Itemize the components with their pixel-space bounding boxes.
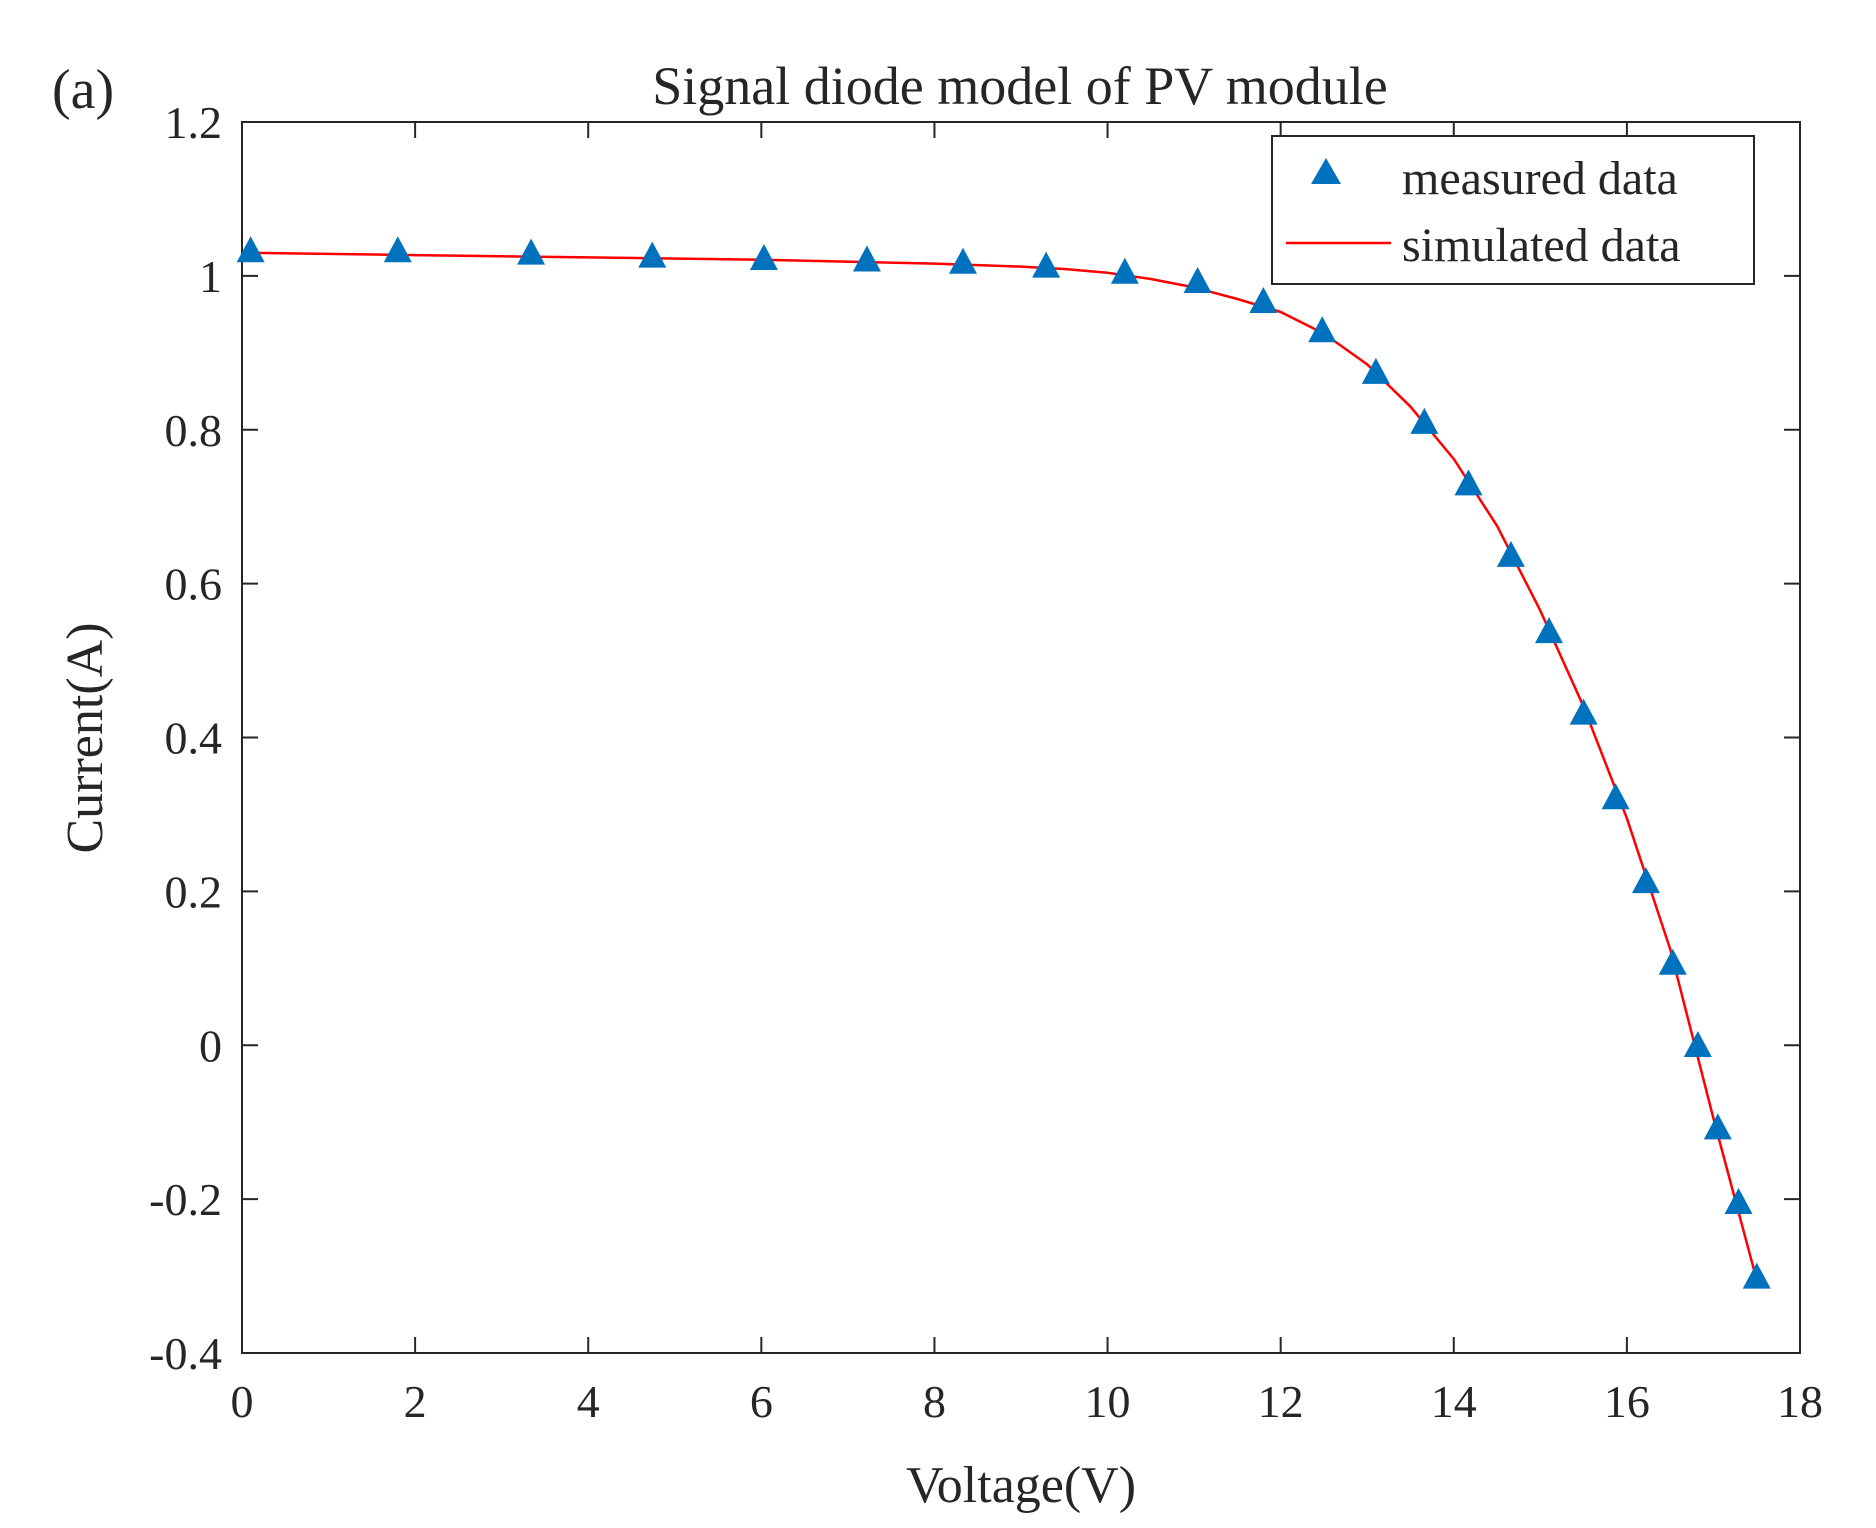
measured-data-point — [517, 238, 546, 265]
measured-data-point — [1658, 948, 1687, 975]
measured-data-point — [1496, 540, 1525, 567]
measured-data-point — [638, 241, 667, 268]
x-tick-label: 12 — [1258, 1376, 1304, 1427]
x-tick-label: 16 — [1604, 1376, 1650, 1427]
measured-data-point — [1361, 357, 1390, 384]
measured-data-point — [1601, 783, 1630, 810]
simulated-data-series — [250, 251, 1758, 1281]
chart-title: Signal diode model of PV module — [652, 56, 1387, 116]
measured-data-point — [1569, 698, 1598, 725]
y-axis-label: Current(A) — [57, 622, 114, 853]
x-axis-ticks: 0 2 4 6 8 10 12 14 16 18 — [231, 122, 1823, 1427]
y-tick-label: -0.4 — [149, 1328, 222, 1379]
measured-data-point — [1742, 1262, 1771, 1289]
measured-data-point — [1249, 287, 1278, 314]
x-axis-label: Voltage(V) — [906, 1457, 1136, 1514]
y-tick-label: 1 — [199, 251, 222, 302]
measured-data-point — [1454, 469, 1483, 496]
legend-box — [1271, 135, 1755, 285]
x-tick-label: 6 — [750, 1376, 773, 1427]
measured-data-point — [1308, 316, 1337, 343]
measured-data-point — [1683, 1031, 1712, 1058]
measured-data-point — [949, 247, 978, 274]
x-tick-label: 8 — [923, 1376, 946, 1427]
measured-data-point — [1534, 617, 1563, 644]
measured-data-point — [1724, 1187, 1753, 1214]
measured-data-point — [1410, 407, 1439, 434]
x-tick-label: 0 — [231, 1376, 254, 1427]
x-tick-label: 4 — [577, 1376, 600, 1427]
y-tick-label: 0.8 — [165, 405, 223, 456]
measured-data-point — [383, 236, 412, 263]
measured-data-point — [1631, 867, 1660, 894]
measured-data-point — [1703, 1113, 1732, 1140]
simulated-data-line — [250, 251, 1758, 1281]
measured-data-point — [1183, 267, 1212, 294]
x-tick-label: 14 — [1431, 1376, 1477, 1427]
measured-data-point — [1032, 251, 1061, 278]
y-tick-label: 0.2 — [165, 866, 223, 917]
y-axis-ticks: -0.4 -0.2 0 0.2 0.4 0.6 0.8 1 1.2 — [149, 97, 1800, 1379]
y-tick-label: 0 — [199, 1020, 222, 1071]
measured-data-series — [236, 236, 1771, 1289]
y-tick-label: 1.2 — [165, 97, 223, 148]
measured-data-point — [236, 236, 265, 263]
legend-marker-triangle-icon — [1311, 158, 1341, 184]
x-tick-label: 2 — [404, 1376, 427, 1427]
measured-data-point — [1110, 257, 1139, 284]
panel-label: (a) — [52, 59, 114, 121]
plot-area — [241, 121, 1801, 1354]
y-tick-label: -0.2 — [149, 1174, 222, 1225]
x-tick-label: 18 — [1777, 1376, 1823, 1427]
y-tick-label: 0.6 — [165, 559, 223, 610]
legend-measured-label: measured data — [1402, 152, 1678, 205]
legend-simulated-label: simulated data — [1402, 219, 1681, 272]
x-tick-label: 10 — [1085, 1376, 1131, 1427]
measured-data-point — [749, 243, 778, 270]
legend: measured data simulated data — [1271, 135, 1755, 285]
measured-data-point — [852, 245, 881, 272]
y-tick-label: 0.4 — [165, 713, 223, 764]
